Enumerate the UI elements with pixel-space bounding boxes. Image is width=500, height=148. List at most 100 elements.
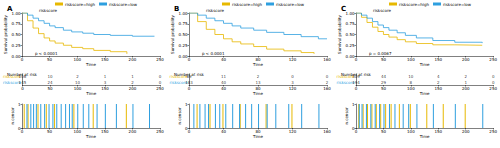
- svg-text:0: 0: [188, 86, 191, 91]
- svg-text:riskscore: riskscore: [206, 8, 224, 13]
- svg-text:29: 29: [381, 80, 387, 85]
- svg-text:0: 0: [21, 129, 24, 134]
- svg-text:11: 11: [221, 74, 227, 79]
- svg-text:Time: Time: [419, 91, 430, 96]
- svg-text:riskscore=high: riskscore=high: [65, 2, 95, 7]
- svg-text:Time: Time: [419, 62, 430, 67]
- svg-text:194: 194: [352, 80, 360, 85]
- svg-text:Time: Time: [252, 62, 263, 67]
- svg-text:0: 0: [291, 74, 294, 79]
- svg-text:250: 250: [489, 57, 497, 62]
- svg-text:160: 160: [323, 86, 331, 91]
- svg-text:1.00: 1.00: [12, 11, 21, 16]
- svg-text:80: 80: [255, 57, 261, 62]
- svg-text:0.00: 0.00: [179, 54, 188, 59]
- svg-text:riskscore=low: riskscore=low: [443, 2, 472, 7]
- svg-text:150: 150: [101, 57, 109, 62]
- svg-text:Time: Time: [85, 62, 96, 67]
- svg-text:44: 44: [381, 74, 387, 79]
- svg-text:1.00: 1.00: [179, 11, 188, 16]
- svg-text:150: 150: [101, 129, 109, 134]
- svg-text:riskscore=low: riskscore=low: [109, 2, 138, 7]
- svg-text:0.50: 0.50: [346, 32, 355, 37]
- svg-text:0.75: 0.75: [12, 21, 21, 26]
- svg-text:80: 80: [255, 129, 261, 134]
- svg-text:0.50: 0.50: [12, 32, 21, 37]
- svg-text:40: 40: [221, 129, 227, 134]
- svg-text:C: C: [341, 5, 346, 13]
- svg-text:100: 100: [407, 86, 415, 91]
- svg-text:4: 4: [437, 74, 440, 79]
- svg-text:1: 1: [18, 102, 21, 107]
- svg-text:120: 120: [289, 57, 297, 62]
- svg-text:0: 0: [326, 74, 329, 79]
- svg-text:80: 80: [255, 86, 261, 91]
- svg-text:250: 250: [156, 57, 164, 62]
- svg-text:150: 150: [434, 129, 442, 134]
- svg-text:100: 100: [73, 57, 81, 62]
- svg-text:0: 0: [21, 57, 24, 62]
- svg-text:1: 1: [131, 74, 134, 79]
- svg-text:0.00: 0.00: [12, 54, 21, 59]
- svg-text:Time: Time: [85, 91, 96, 96]
- svg-text:160: 160: [323, 129, 331, 134]
- svg-text:8: 8: [410, 80, 413, 85]
- svg-text:1: 1: [464, 80, 467, 85]
- svg-text:50: 50: [381, 129, 387, 134]
- svg-text:40: 40: [221, 86, 227, 91]
- svg-text:p < 0.0001: p < 0.0001: [35, 51, 58, 56]
- svg-text:Time: Time: [419, 134, 430, 139]
- svg-text:Survival probability: Survival probability: [337, 15, 342, 54]
- svg-text:riskscore=low: riskscore=low: [276, 2, 305, 7]
- svg-text:0: 0: [188, 129, 191, 134]
- svg-text:0: 0: [355, 57, 358, 62]
- svg-text:40: 40: [221, 80, 227, 85]
- svg-text:1.00: 1.00: [346, 11, 355, 16]
- svg-text:p = 0.0067: p = 0.0067: [369, 51, 392, 56]
- svg-text:100: 100: [74, 86, 82, 91]
- svg-text:200: 200: [129, 86, 137, 91]
- svg-text:13: 13: [255, 80, 261, 85]
- svg-text:145: 145: [19, 80, 27, 85]
- svg-text:0.25: 0.25: [12, 43, 21, 48]
- svg-text:Time: Time: [252, 134, 263, 139]
- svg-text:3: 3: [291, 80, 294, 85]
- svg-text:3: 3: [104, 80, 107, 85]
- svg-text:Time: Time: [85, 134, 96, 139]
- svg-text:10: 10: [75, 80, 81, 85]
- svg-text:n.censor: n.censor: [10, 107, 15, 125]
- svg-text:0.00: 0.00: [346, 54, 355, 59]
- svg-text:150: 150: [101, 86, 109, 91]
- svg-text:0: 0: [492, 74, 495, 79]
- svg-text:1: 1: [185, 102, 188, 107]
- svg-text:0.25: 0.25: [346, 43, 355, 48]
- svg-text:10: 10: [47, 74, 53, 79]
- svg-text:120: 120: [289, 86, 297, 91]
- svg-text:0: 0: [355, 129, 358, 134]
- svg-text:0: 0: [159, 80, 162, 85]
- svg-text:150: 150: [434, 86, 442, 91]
- svg-text:n.censor: n.censor: [177, 107, 182, 125]
- svg-text:50: 50: [381, 57, 387, 62]
- svg-text:183: 183: [185, 80, 193, 85]
- svg-text:150: 150: [434, 57, 442, 62]
- svg-text:Time: Time: [252, 91, 263, 96]
- svg-text:n.censor: n.censor: [344, 107, 349, 125]
- svg-text:riskscore: riskscore: [373, 8, 391, 13]
- svg-text:Survival probability: Survival probability: [3, 15, 8, 54]
- svg-text:200: 200: [129, 57, 137, 62]
- svg-text:2: 2: [464, 74, 467, 79]
- svg-text:2: 2: [326, 80, 329, 85]
- svg-text:p < 0.0001: p < 0.0001: [202, 51, 225, 56]
- svg-text:1: 1: [104, 74, 107, 79]
- svg-text:2: 2: [131, 80, 134, 85]
- svg-text:2: 2: [437, 80, 440, 85]
- svg-text:riskscore: riskscore: [39, 8, 57, 13]
- svg-text:250: 250: [156, 129, 164, 134]
- svg-text:riskscore=high: riskscore=high: [399, 2, 429, 7]
- svg-text:A: A: [7, 5, 13, 13]
- svg-text:0: 0: [21, 86, 24, 91]
- svg-text:0: 0: [159, 74, 162, 79]
- svg-text:50: 50: [47, 129, 53, 134]
- svg-text:250: 250: [489, 129, 497, 134]
